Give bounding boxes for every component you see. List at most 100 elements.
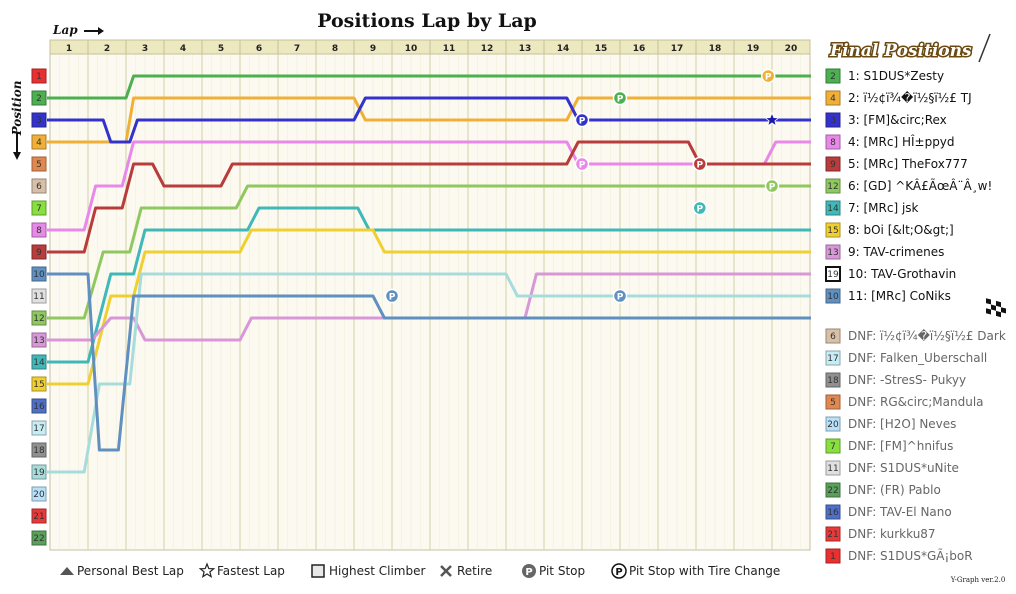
final-position-entry: 8: bOi [&lt;O&gt;] xyxy=(848,223,954,237)
legend-label: Retire xyxy=(457,564,492,578)
position-tick-label: 10 xyxy=(33,270,45,280)
position-tick-label: 14 xyxy=(33,358,45,368)
final-car-box xyxy=(825,68,841,84)
lap-tick-label: 3 xyxy=(142,44,148,54)
dnf-entry: DNF: (FR) Pablo xyxy=(848,483,941,497)
dnf-entry: DNF: S1DUS*GÃ¡boR xyxy=(848,548,973,563)
final-car-number: 9 xyxy=(830,160,836,170)
pit-stop-letter: P xyxy=(617,95,624,105)
dnf-car-number: 6 xyxy=(830,332,836,342)
dnf-car-number: 17 xyxy=(827,354,838,364)
final-position-entry: 3: [FM]&circ;Rex xyxy=(848,113,947,127)
legend-item: Fastest Lap xyxy=(198,562,285,579)
svg-text:P: P xyxy=(525,567,532,578)
final-position-entry: 11: [MRc] CoNiks xyxy=(848,289,951,303)
final-car-box xyxy=(825,134,841,150)
dnf-entry: DNF: [H2O] Neves xyxy=(848,417,956,431)
final-car-number: 12 xyxy=(827,182,838,192)
start-position-box xyxy=(31,420,47,436)
legend-label: Fastest Lap xyxy=(217,564,285,578)
final-car-box xyxy=(825,200,841,216)
lap-tick-label: 9 xyxy=(370,44,376,54)
driver-line xyxy=(47,272,811,452)
position-tick-label: 2 xyxy=(36,94,42,104)
lap-tick-label: 5 xyxy=(218,44,224,54)
dnf-car-box xyxy=(825,372,841,388)
dnf-car-number: 11 xyxy=(827,464,838,474)
start-position-box xyxy=(31,332,47,348)
legend-item: Personal Best Lap xyxy=(60,564,184,578)
dnf-car-box xyxy=(825,548,841,564)
lap-tick-label: 11 xyxy=(443,44,456,54)
lap-tick-label: 7 xyxy=(294,44,300,54)
dnf-entry: DNF: S1DUS*uNite xyxy=(848,461,959,475)
final-car-box xyxy=(825,90,841,106)
final-car-number: 15 xyxy=(827,226,838,236)
pit-stop-icon xyxy=(612,90,628,106)
start-position-box xyxy=(31,508,47,524)
final-car-box xyxy=(825,112,841,128)
lap-tick-label: 13 xyxy=(519,44,532,54)
dnf-car-number: 21 xyxy=(827,530,838,540)
position-tick-label: 17 xyxy=(33,424,44,434)
start-position-box xyxy=(31,90,47,106)
pit-stop-icon xyxy=(612,288,628,304)
legend-label: Pit Stop xyxy=(539,564,585,578)
final-position-entry: 1: S1DUS*Zesty xyxy=(848,69,944,83)
final-car-box xyxy=(825,222,841,238)
legend-item: Highest Climber xyxy=(311,564,425,578)
final-car-box xyxy=(825,178,841,194)
x-axis-label: Lap xyxy=(52,23,78,37)
pit-stop-letter: P xyxy=(617,293,624,303)
driver-line xyxy=(47,272,811,342)
dnf-car-number: 16 xyxy=(827,508,839,518)
pit-stop-letter: P xyxy=(389,293,396,303)
dnf-car-number: 18 xyxy=(827,376,839,386)
start-position-box xyxy=(31,134,47,150)
legend-item: P Pit Stop xyxy=(522,564,585,578)
final-car-number: 13 xyxy=(827,248,838,258)
dnf-car-number: 20 xyxy=(827,420,839,430)
highest-climber-icon xyxy=(311,564,325,578)
start-position-box xyxy=(31,530,47,546)
dnf-car-box xyxy=(825,416,841,432)
position-tick-label: 22 xyxy=(33,534,44,544)
position-tick-label: 8 xyxy=(36,226,42,236)
lap-tick-label: 16 xyxy=(633,44,646,54)
start-position-box xyxy=(31,222,47,238)
start-position-box xyxy=(31,178,47,194)
start-position-box xyxy=(31,310,47,326)
dnf-car-number: 5 xyxy=(830,398,836,408)
pit-stop-icon xyxy=(574,156,590,172)
final-car-number: 8 xyxy=(830,138,836,148)
fastest-lap-legend-icon xyxy=(198,562,216,579)
final-car-box xyxy=(825,266,841,282)
checkered-flag-icon xyxy=(978,33,1006,319)
lap-tick-label: 12 xyxy=(481,44,494,54)
final-position-entry: 2: ï½¢ï¾�ï½§ï½£ TJ xyxy=(848,91,972,105)
final-position-entry: 6: [GD] ^KÂ£ÃœÂ¨Â¸w! xyxy=(848,178,992,193)
final-position-entry: 10: TAV-Grothavin xyxy=(848,267,956,281)
position-tick-label: 12 xyxy=(33,314,44,324)
start-position-box xyxy=(31,398,47,414)
final-position-entry: 4: [MRc] HÎ±ppyd xyxy=(848,134,955,149)
final-car-box xyxy=(825,244,841,260)
pit-stop-letter: P xyxy=(579,117,586,127)
dnf-car-box xyxy=(825,504,841,520)
position-tick-label: 9 xyxy=(36,248,42,258)
pit-stop-icon xyxy=(692,156,708,172)
chart-title: Positions Lap by Lap xyxy=(317,10,537,32)
legend-item: Retire xyxy=(440,564,492,578)
final-car-number: 4 xyxy=(830,94,836,104)
position-arrow-icon xyxy=(13,132,21,160)
personal-best-lap-icon xyxy=(60,567,74,575)
fastest-lap-icon xyxy=(764,111,780,127)
dnf-entry: DNF: -StresS- Pukyy xyxy=(848,373,966,387)
lap-tick-label: 18 xyxy=(709,44,722,54)
lap-header-cell xyxy=(771,39,811,55)
driver-line xyxy=(47,74,811,100)
start-position-box xyxy=(31,112,47,128)
position-tick-label: 11 xyxy=(33,292,44,302)
start-position-box xyxy=(31,266,47,282)
lap-arrow-icon xyxy=(84,27,104,35)
